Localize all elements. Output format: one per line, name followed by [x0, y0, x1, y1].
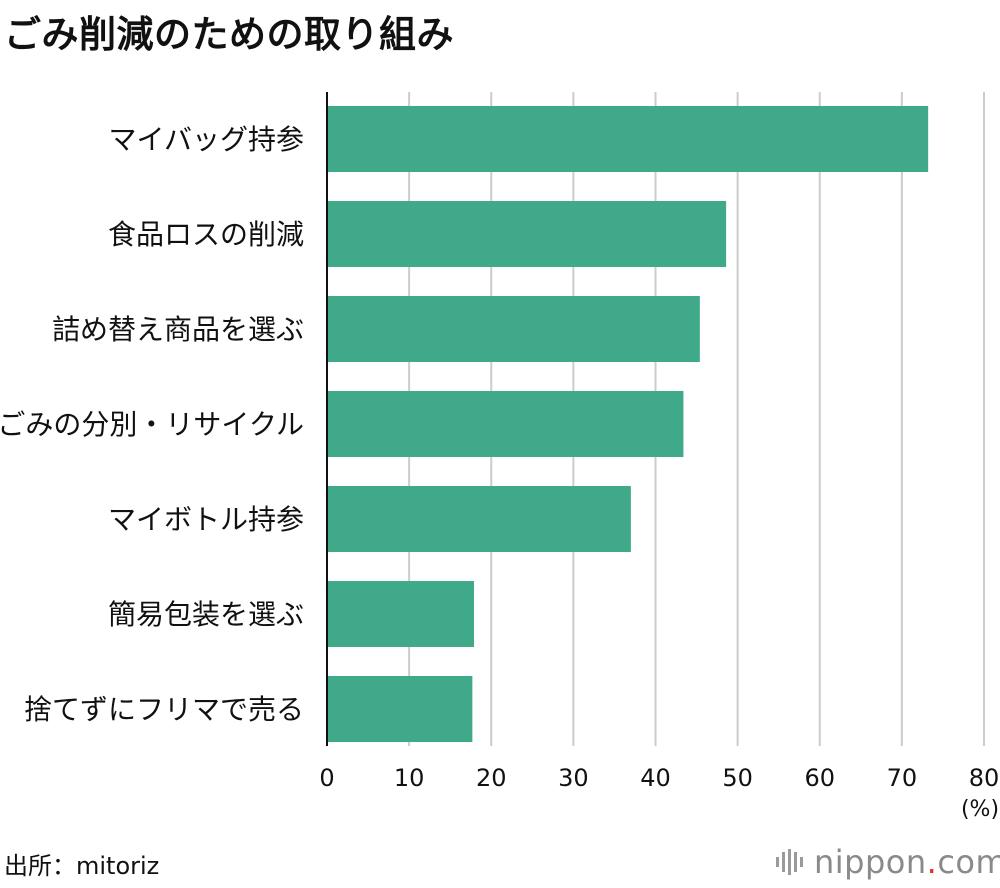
x-tick-label: 70 [887, 764, 918, 792]
bar [327, 296, 700, 362]
x-tick-label: 80 [969, 764, 1000, 792]
x-tick-label: 60 [804, 764, 835, 792]
bar [327, 201, 727, 267]
category-label: 簡易包装を選ぶ [108, 598, 304, 631]
bar [327, 391, 684, 457]
x-tick-label: 40 [640, 764, 671, 792]
soundwave-icon [776, 849, 803, 875]
bar-layer [327, 106, 929, 742]
x-tick-label: 50 [722, 764, 753, 792]
category-label: 捨てずにフリマで売る [24, 693, 304, 726]
bar-chart: マイバッグ持参食品ロスの削減詰め替え商品を選ぶごみの分別・リサイクルマイボトル持… [0, 92, 999, 822]
x-axis-unit: (%) [961, 797, 999, 822]
category-label: 詰め替え商品を選ぶ [52, 313, 304, 346]
bar [327, 581, 475, 647]
x-tick-layer: 0 10 20 30 40 50 60 70 80 [319, 764, 999, 792]
bar [327, 106, 929, 172]
category-label: マイボトル持参 [108, 503, 304, 536]
x-tick-label: 20 [476, 764, 507, 792]
x-tick-label: 30 [558, 764, 589, 792]
chart-title: ごみ削減のための取り組み [4, 13, 454, 56]
category-label: マイバッグ持参 [109, 123, 304, 156]
x-tick-label: 10 [394, 764, 425, 792]
source-note: 出所：mitoriz [4, 852, 160, 880]
bar [327, 486, 631, 552]
x-tick-label: 0 [319, 764, 334, 792]
logo-text: nippon.com [814, 843, 1000, 881]
bar [327, 676, 473, 742]
category-label: 食品ロスの削減 [108, 218, 304, 251]
nippon-logo: nippon.com [776, 842, 1000, 882]
category-label-layer: マイバッグ持参食品ロスの削減詰め替え商品を選ぶごみの分別・リサイクルマイボトル持… [0, 123, 304, 726]
category-label: ごみの分別・リサイクル [0, 408, 304, 441]
